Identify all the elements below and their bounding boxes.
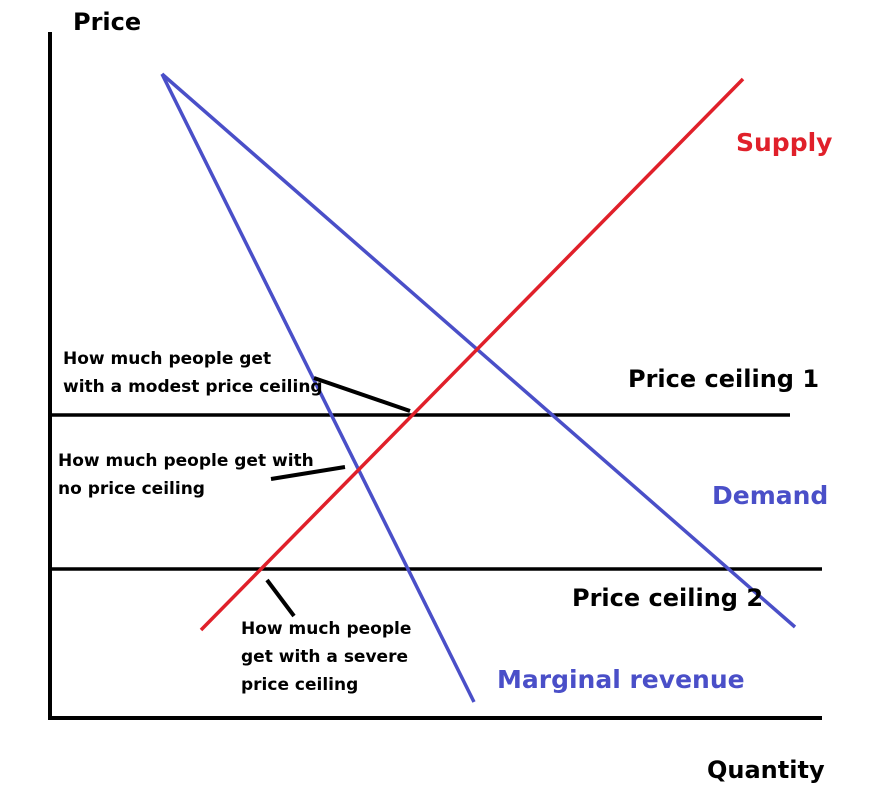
annotation-line: no price ceiling (58, 479, 205, 499)
annotation-line: How much people get with (58, 451, 314, 471)
supply-curve (199, 77, 745, 632)
severe-ceiling-pointer (265, 578, 296, 618)
demand-curve (160, 72, 797, 629)
no-ceiling-annotation: How much people get with no price ceilin… (58, 447, 314, 503)
marginal-revenue-label: Marginal revenue (497, 665, 745, 694)
demand-label: Demand (712, 481, 829, 510)
annotation-line: How much people (241, 619, 412, 639)
annotation-line: get with a severe (241, 647, 408, 667)
price-ceiling-1-label: Price ceiling 1 (628, 365, 820, 393)
no-ceiling-pointer (270, 465, 346, 481)
price-ceiling-2-label: Price ceiling 2 (572, 584, 764, 612)
annotation-line: price ceiling (241, 675, 359, 695)
modest-ceiling-pointer (313, 376, 411, 413)
y-axis-label: Price (73, 8, 142, 36)
x-axis-label: Quantity (707, 756, 825, 784)
modest-ceiling-annotation: How much people get with a modest price … (63, 345, 323, 401)
annotation-line: How much people get (63, 349, 272, 369)
supply-label: Supply (736, 128, 833, 157)
annotation-line: with a modest price ceiling (63, 377, 323, 397)
severe-ceiling-annotation: How much people get with a severe price … (241, 615, 411, 699)
marginal-revenue-curve (160, 73, 476, 703)
